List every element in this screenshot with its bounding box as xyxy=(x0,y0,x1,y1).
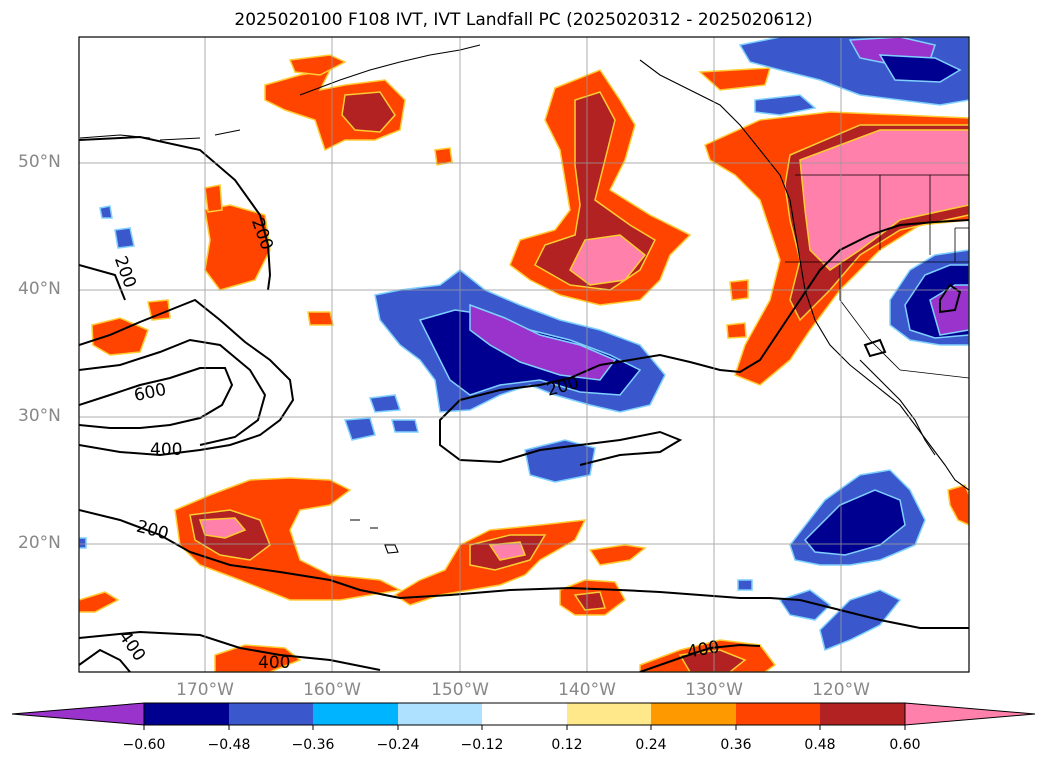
figure-title: 2025020100 F108 IVT, IVT Landfall PC (20… xyxy=(234,10,813,30)
colorbar xyxy=(11,702,1036,730)
lon-label: 150°W xyxy=(431,680,489,700)
colorbar-bin xyxy=(398,703,482,725)
lon-label: 170°W xyxy=(176,680,234,700)
island-hawaii xyxy=(384,544,399,554)
region-subtropical-band xyxy=(174,477,403,601)
contour-labels: 200 200 600 400 200 200 400 400 400 xyxy=(110,215,721,673)
gridlines xyxy=(79,37,969,672)
colorbar-tick-label: −0.24 xyxy=(376,737,420,753)
lat-label: 20°N xyxy=(18,533,61,553)
coastline-baja xyxy=(859,359,936,456)
contour-label: 400 xyxy=(150,440,182,460)
colorbar-bin xyxy=(144,703,229,725)
ivt-contours xyxy=(79,135,969,672)
colorbar-tick-label: 0.48 xyxy=(804,737,836,753)
colorbar-bin xyxy=(567,703,651,725)
colorbar-bin xyxy=(820,703,905,725)
colorbar-extend-min xyxy=(11,702,145,726)
contour-west-lobe xyxy=(79,298,295,457)
contour-label: 400 xyxy=(258,653,290,673)
lon-label: 160°W xyxy=(303,680,361,700)
colorbar-bin xyxy=(651,703,736,725)
contour-400-bottom xyxy=(79,630,381,671)
contour-200-west xyxy=(79,135,272,291)
contour-200-left xyxy=(79,264,126,301)
colorbar-tick-label: −0.36 xyxy=(291,737,335,753)
colorbar-tick-label: 0.24 xyxy=(635,737,667,753)
political-borders xyxy=(785,174,969,379)
positive-ivt-regions xyxy=(79,54,969,672)
contour-600 xyxy=(79,367,234,429)
colorbar-tick-label: −0.12 xyxy=(460,737,504,753)
lon-label: 130°W xyxy=(685,680,743,700)
colorbar-tick-label: −0.48 xyxy=(207,737,251,753)
colorbar-tick-label: 0.60 xyxy=(889,737,921,753)
lat-label: 30°N xyxy=(18,406,61,426)
lat-label: 50°N xyxy=(18,152,61,172)
colorbar-bin xyxy=(736,703,820,725)
colorbar-bin xyxy=(482,703,567,725)
contour-200-ring xyxy=(439,399,683,466)
map-plot-area: 200 200 600 400 200 200 400 400 400 xyxy=(79,37,969,673)
lat-label: 40°N xyxy=(18,279,61,299)
colorbar-tick-label: −0.60 xyxy=(122,737,166,753)
colorbar-tick-label: 0.36 xyxy=(720,737,752,753)
colorbar-bin xyxy=(229,703,313,725)
negative-ivt-regions xyxy=(79,37,969,652)
colorbar-tick-label: 0.12 xyxy=(551,737,583,753)
colorbar-bin xyxy=(313,703,398,725)
map-frame xyxy=(78,36,970,673)
lon-label: 120°W xyxy=(812,680,870,700)
lon-label: 140°W xyxy=(558,680,616,700)
contour-200-south xyxy=(79,509,969,629)
contour-400-inner xyxy=(79,338,267,446)
colorbar-extend-max xyxy=(904,702,1036,726)
contour-200-main xyxy=(459,219,969,401)
